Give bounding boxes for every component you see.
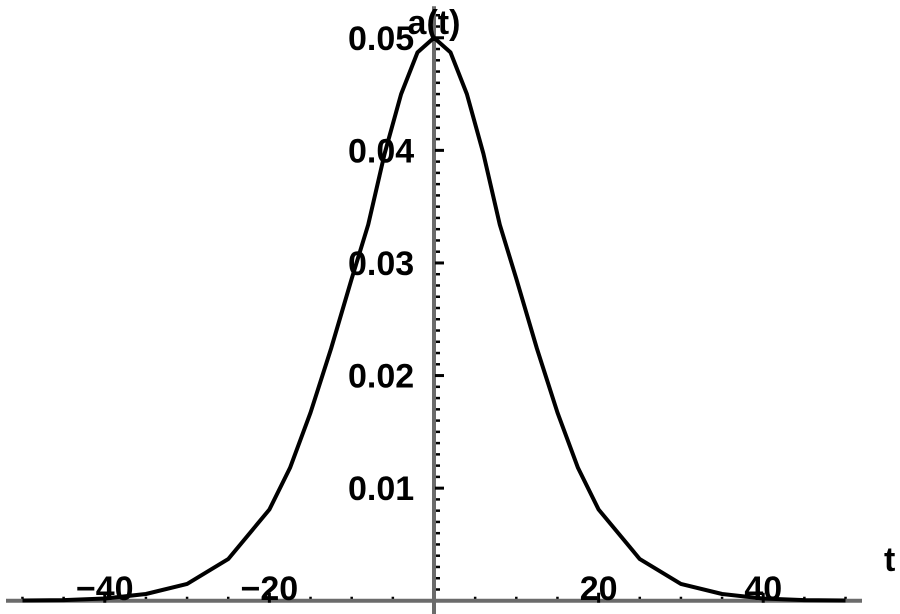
y-tick-label: 0.02 — [348, 358, 414, 396]
y-tick-label: 0.05 — [348, 20, 414, 58]
x-tick-label: 20 — [580, 570, 618, 608]
y-minor-ticks — [436, 14, 440, 591]
x-tick-label: 40 — [744, 570, 782, 608]
series-line — [22, 35, 846, 603]
x-tick-label: −40 — [76, 570, 134, 608]
y-axis-label: a(t) — [408, 4, 461, 42]
y-tick-label: 0.04 — [348, 132, 414, 170]
x-axis-label: t — [884, 541, 895, 579]
x-tick-label: −20 — [241, 570, 299, 608]
y-tick-labels: 0.01 0.02 0.03 0.04 0.05 — [348, 20, 414, 508]
y-tick-label: 0.01 — [348, 470, 414, 508]
y-tick-label: 0.03 — [348, 245, 414, 283]
x-tick-labels: −40 −20 20 40 — [76, 570, 782, 608]
